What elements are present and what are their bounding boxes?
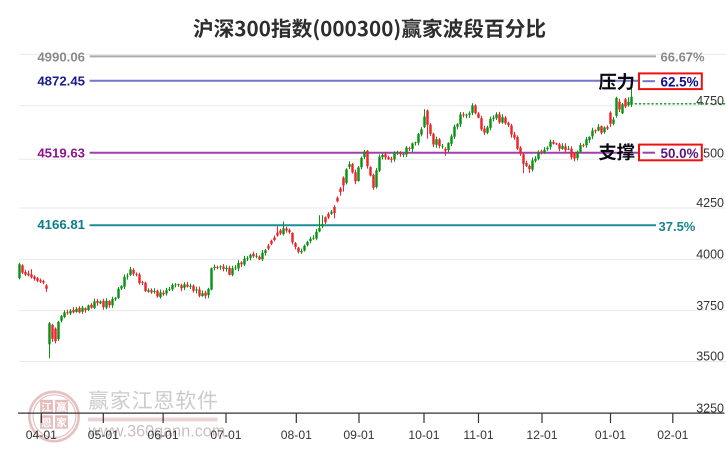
svg-text:3750: 3750 xyxy=(696,299,724,313)
svg-text:12-01: 12-01 xyxy=(526,428,557,442)
svg-text:62.5%: 62.5% xyxy=(661,75,699,90)
svg-text:06-01: 06-01 xyxy=(148,428,179,442)
svg-text:4500: 4500 xyxy=(696,147,724,161)
svg-text:10-01: 10-01 xyxy=(408,428,439,442)
svg-text:11-01: 11-01 xyxy=(463,428,493,442)
svg-text:4166.81: 4166.81 xyxy=(37,217,85,232)
svg-text:3500: 3500 xyxy=(696,350,724,364)
svg-text:4519.63: 4519.63 xyxy=(37,146,85,161)
svg-text:04-01: 04-01 xyxy=(26,428,57,442)
svg-text:www.360gann.com: www.360gann.com xyxy=(88,423,226,441)
svg-text:02-01: 02-01 xyxy=(657,428,688,442)
svg-text:50.0%: 50.0% xyxy=(661,146,699,161)
svg-text:3250: 3250 xyxy=(696,401,724,415)
svg-text:4250: 4250 xyxy=(696,196,724,210)
svg-text:4750: 4750 xyxy=(696,94,724,108)
svg-text:4872.45: 4872.45 xyxy=(37,73,85,88)
svg-text:4990.06: 4990.06 xyxy=(37,50,85,65)
svg-text:01-01: 01-01 xyxy=(595,428,626,442)
svg-text:37.5%: 37.5% xyxy=(659,219,696,234)
svg-text:07-01: 07-01 xyxy=(210,428,241,442)
svg-text:66.67%: 66.67% xyxy=(661,50,706,65)
svg-text:05-01: 05-01 xyxy=(88,428,119,442)
svg-text:4000: 4000 xyxy=(696,248,724,262)
svg-text:08-01: 08-01 xyxy=(281,428,312,442)
svg-text:09-01: 09-01 xyxy=(343,428,374,442)
